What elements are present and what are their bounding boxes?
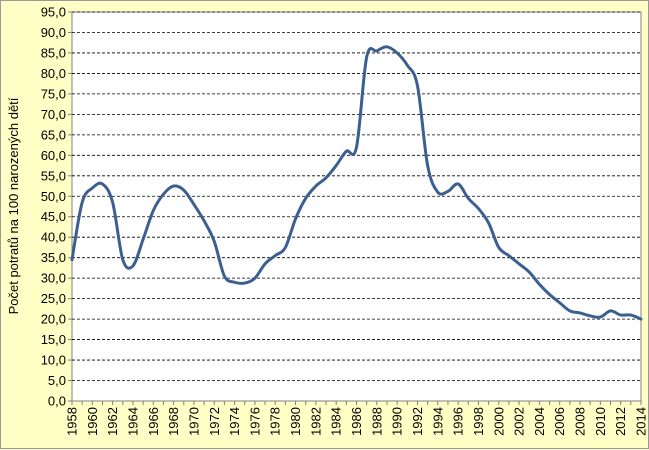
y-axis-label: Počet potratů na 100 narozených dětí <box>6 97 21 314</box>
x-tick-label: 1970 <box>186 407 201 436</box>
x-tick-label: 2012 <box>613 407 628 436</box>
y-tick-label: 80,0 <box>41 66 66 81</box>
x-tick-label: 1992 <box>410 407 425 436</box>
x-tick-label: 1982 <box>308 407 323 436</box>
y-tick-label: 85,0 <box>41 45 66 60</box>
x-tick-label: 1978 <box>268 407 283 436</box>
y-tick-label: 35,0 <box>41 250 66 265</box>
x-tick-label: 1998 <box>471 407 486 436</box>
x-tick-label: 1974 <box>227 407 242 436</box>
x-tick-label: 2000 <box>491 407 506 436</box>
y-tick-label: 55,0 <box>41 168 66 183</box>
series-group <box>70 45 643 321</box>
x-tick-label: 2008 <box>573 407 588 436</box>
series-line <box>70 45 643 321</box>
y-tick-label: 30,0 <box>41 271 66 286</box>
y-tick-label: 95,0 <box>41 5 66 20</box>
y-tick-label: 75,0 <box>41 86 66 101</box>
y-tick-label: 65,0 <box>41 127 66 142</box>
x-tick-label: 1962 <box>105 407 120 436</box>
x-tick-label: 2014 <box>634 407 649 436</box>
y-tick-label: 10,0 <box>41 353 66 368</box>
x-tick-label: 1964 <box>125 407 140 436</box>
y-tick-label: 60,0 <box>41 148 66 163</box>
x-tick-label: 1988 <box>369 407 384 436</box>
x-tick-label: 1958 <box>65 407 80 436</box>
x-tick-label: 1968 <box>166 407 181 436</box>
x-tick-label: 1990 <box>390 407 405 436</box>
x-tick-label: 2006 <box>552 407 567 436</box>
y-tick-label: 20,0 <box>41 312 66 327</box>
y-tick-label: 5,0 <box>48 373 66 388</box>
x-tick-label: 1980 <box>288 407 303 436</box>
y-tick-label: 70,0 <box>41 107 66 122</box>
x-axis: 1958 1960 1962 1964 1966 1968 1970 1972 1974 1976… <box>65 401 649 436</box>
x-tick-label: 1976 <box>247 407 262 436</box>
x-tick-label: 1972 <box>207 407 222 436</box>
x-tick-label: 1986 <box>349 407 364 436</box>
y-tick-label: 25,0 <box>41 291 66 306</box>
plot-area <box>71 11 642 402</box>
y-tick-label: 40,0 <box>41 230 66 245</box>
y-tick-label: 0,0 <box>48 394 66 409</box>
x-tick-label: 2010 <box>593 407 608 436</box>
x-tick-label: 1960 <box>85 407 100 436</box>
x-tick-label: 1984 <box>329 407 344 436</box>
x-tick-label: 1996 <box>451 407 466 436</box>
x-tick-label: 2002 <box>512 407 527 436</box>
x-tick-label: 1966 <box>146 407 161 436</box>
x-tick-label: 1994 <box>430 407 445 436</box>
y-tick-label: 90,0 <box>41 25 66 40</box>
y-tick-label: 50,0 <box>41 189 66 204</box>
y-tick-label: 15,0 <box>41 332 66 347</box>
y-tick-label: 45,0 <box>41 209 66 224</box>
x-tick-label: 2004 <box>532 407 547 436</box>
y-axis: 0,0 5,0 10,0 15,0 20,0 25,0 30,0 35,0 40,0 45,0 50… <box>41 5 72 409</box>
